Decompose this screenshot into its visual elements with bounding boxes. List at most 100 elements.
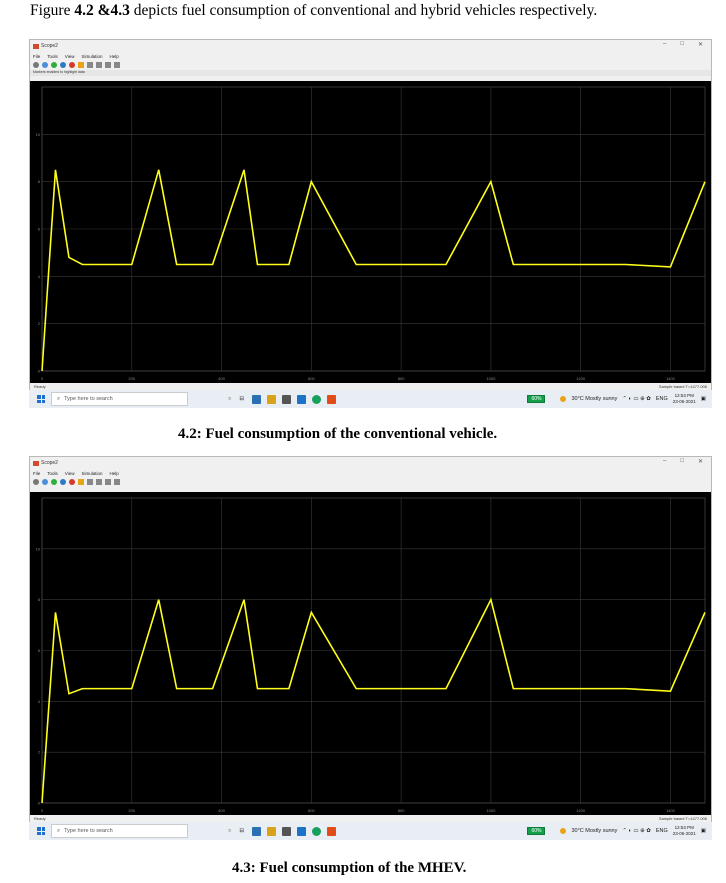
stop-icon[interactable] [69,479,75,485]
toolbar [30,477,711,487]
system-tray: 60% 30°C Mostly sunny ⌃ ◐ ▭ ⊕ ✿ ENG 12:5… [527,825,712,837]
x-tick-label: 1400 [666,376,676,381]
x-tick-label: 600 [308,376,315,381]
file-explorer-icon[interactable] [266,826,276,836]
close-icon[interactable]: ✕ [697,459,703,465]
task-view-icon[interactable]: ⊟ [239,396,244,402]
sun-icon [560,828,567,834]
taskbar-2: ⌕ Type here to search ○ ⊟ 60% 30°C Mostly… [29,822,712,840]
menu-file[interactable]: File [33,470,41,476]
task-view-icon[interactable]: ⊟ [239,828,244,834]
cortana-icon[interactable]: ○ [228,396,232,402]
lang-indicator[interactable]: ENG [655,828,668,834]
stop-icon[interactable] [69,62,75,68]
battery-badge[interactable]: 60% [527,395,546,403]
step-forward-icon[interactable] [60,479,66,485]
axes-box [41,86,706,372]
search-icon: ⌕ [57,395,61,402]
menu-simulation[interactable]: Simulation [81,470,103,476]
tray-icons[interactable]: ⌃ ◐ ▭ ⊕ ✿ [622,828,651,834]
tray-icons[interactable]: ⌃ ◐ ▭ ⊕ ✿ [622,396,651,402]
maximize-icon[interactable]: □ [680,41,684,47]
y-tick-label: 2 [38,321,41,326]
zoom-icon[interactable] [87,62,93,68]
clock[interactable]: 12:53 PM 23-06-2021 [672,393,696,404]
run-icon[interactable] [51,479,57,485]
step-forward-icon[interactable] [60,62,66,68]
matlab-taskbar-icon[interactable] [326,394,336,404]
close-icon[interactable]: ✕ [697,42,703,48]
edge-icon[interactable] [311,826,321,836]
autoscale-icon[interactable] [96,62,102,68]
autoscale-icon[interactable] [96,479,102,485]
taskbar-search[interactable]: ⌕ Type here to search [51,824,188,838]
file-explorer-icon[interactable] [266,394,276,404]
status-sample: Sample based T=1477.006 [658,384,707,389]
toolbar [30,60,711,70]
statusbar: Ready Sample based T=1477.006 [30,383,711,390]
minimize-icon[interactable]: – [663,458,667,464]
status-ready: Ready [34,816,46,821]
y-tick-label: 4 [38,274,41,279]
axes-box [41,497,706,804]
menubar: File Tools View Simulation Help [30,52,711,60]
settings-icon[interactable] [33,479,39,485]
edit-icon[interactable] [114,62,120,68]
cursor-icon[interactable] [105,62,111,68]
app-l-icon[interactable] [296,394,306,404]
menu-help[interactable]: Help [109,53,119,59]
menubar: File Tools View Simulation Help [30,469,711,477]
menu-tools[interactable]: Tools [47,470,58,476]
windows-start-icon[interactable] [37,827,45,835]
search-placeholder: Type here to search [64,828,113,834]
app-l-icon[interactable] [296,826,306,836]
matlab-taskbar-icon[interactable] [326,826,336,836]
mail-icon[interactable] [251,394,261,404]
taskbar-search[interactable]: ⌕ Type here to search [51,392,188,406]
search-icon: ⌕ [57,827,61,834]
windows-start-icon[interactable] [37,395,45,403]
x-tick-label: 1000 [486,808,496,813]
menu-view[interactable]: View [64,470,75,476]
settings-icon[interactable] [33,62,39,68]
clock[interactable]: 12:53 PM 23-06-2021 [672,825,696,836]
step-back-icon[interactable] [42,62,48,68]
zoom-icon[interactable] [87,479,93,485]
step-back-icon[interactable] [42,479,48,485]
store-icon[interactable] [281,826,291,836]
minimize-icon[interactable]: – [663,41,667,47]
x-tick-label: 800 [398,376,405,381]
menu-help[interactable]: Help [109,470,119,476]
x-tick-label: 400 [218,376,225,381]
y-tick-label: 4 [38,699,41,704]
series-line [41,169,706,372]
search-placeholder: Type here to search [64,396,113,402]
menu-view[interactable]: View [64,53,75,59]
edit-icon[interactable] [114,479,120,485]
matlab-icon [33,460,39,466]
menu-simulation[interactable]: Simulation [81,53,103,59]
store-icon[interactable] [281,394,291,404]
weather-text[interactable]: 30°C Mostly sunny [571,396,618,402]
edge-icon[interactable] [311,394,321,404]
sun-icon [560,396,567,402]
matlab-icon [33,43,39,49]
mail-icon[interactable] [251,826,261,836]
maximize-icon[interactable]: □ [680,458,684,464]
highlight-icon[interactable] [78,479,84,485]
notification-icon[interactable]: ▣ [700,828,706,834]
menu-file[interactable]: File [33,53,41,59]
run-icon[interactable] [51,62,57,68]
notification-icon[interactable]: ▣ [700,396,706,402]
battery-badge[interactable]: 60% [527,827,546,835]
cursor-icon[interactable] [105,479,111,485]
y-tick-label: 10 [36,546,41,551]
highlight-icon[interactable] [78,62,84,68]
lang-indicator[interactable]: ENG [655,396,668,402]
weather-text[interactable]: 30°C Mostly sunny [571,828,618,834]
menu-tools[interactable]: Tools [47,53,58,59]
cortana-icon[interactable]: ○ [228,828,232,834]
statusbar: Ready Sample based T=1477.006 [30,815,711,822]
system-tray: 60% 30°C Mostly sunny ⌃ ◐ ▭ ⊕ ✿ ENG 12:5… [527,393,712,405]
y-tick-label: 0 [38,801,41,806]
